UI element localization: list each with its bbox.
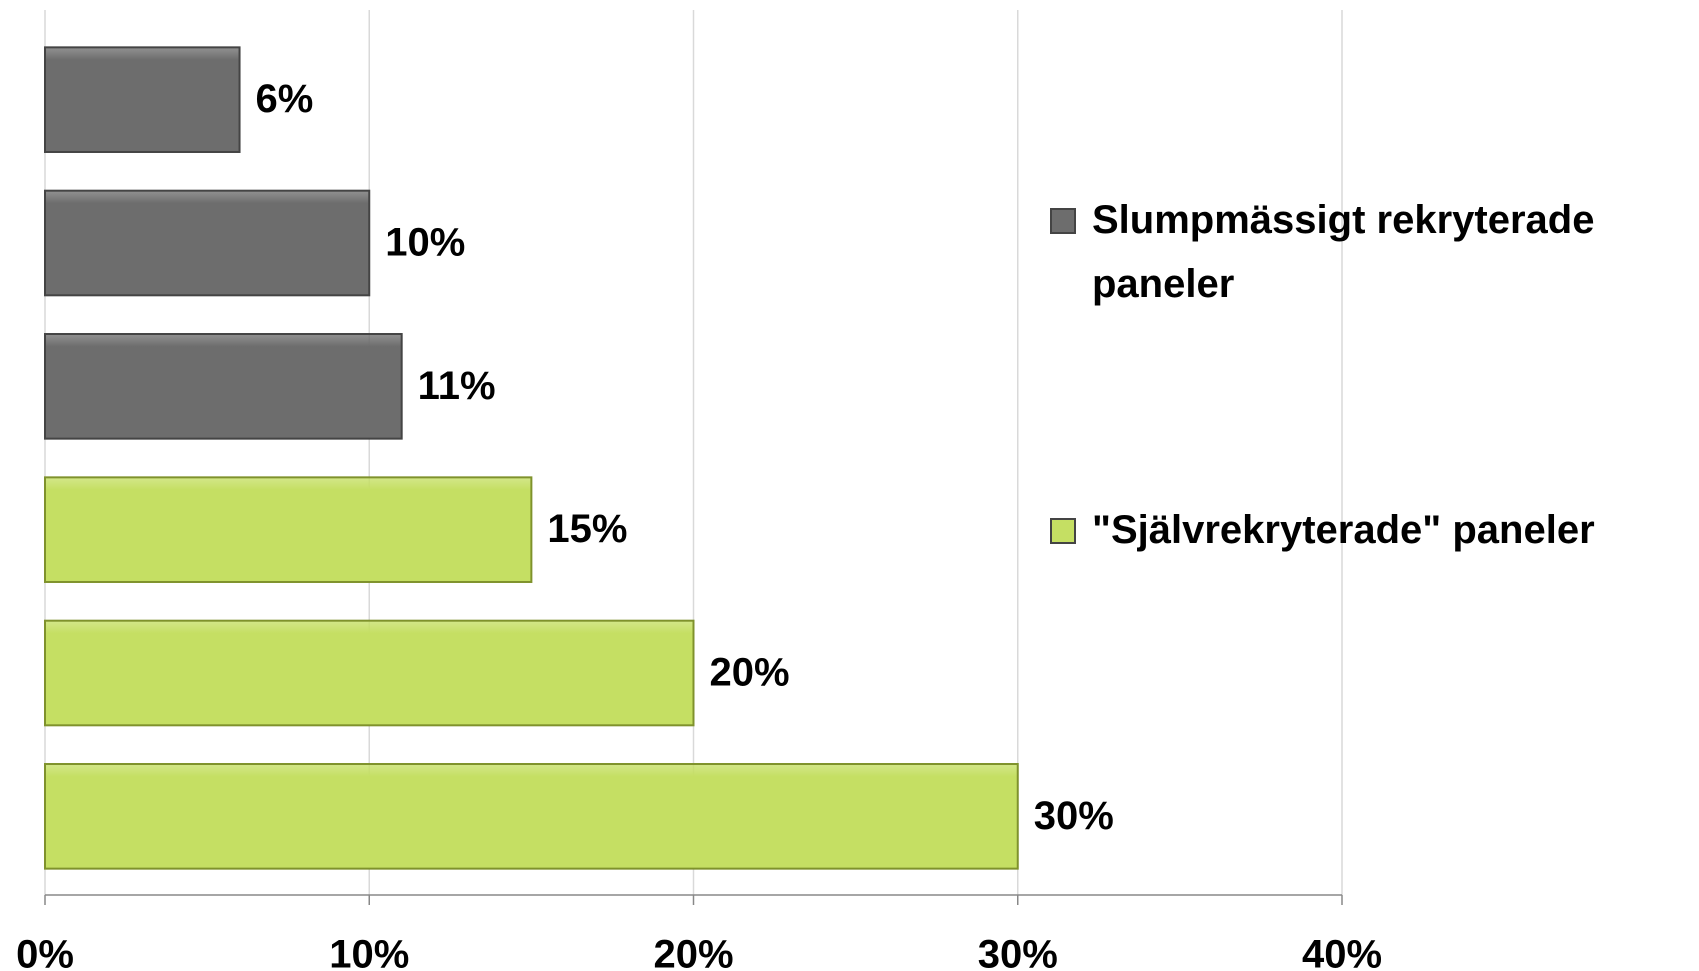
legend-swatch [1050,518,1076,544]
legend-label: Slumpmässigt rekryterade paneler [1092,198,1595,306]
legend-swatch [1050,208,1076,234]
bar [44,763,1019,870]
x-tick-label: 10% [329,933,409,971]
data-label: 20% [710,651,790,695]
bar [44,333,403,440]
x-tick-label: 0% [16,933,74,971]
data-label: 15% [547,507,627,551]
data-label: 10% [385,221,465,265]
legend-item: "Självrekryterade" paneler [1050,498,1690,562]
bar [44,46,241,153]
x-tick-label: 40% [1302,933,1382,971]
data-label: 30% [1034,794,1114,838]
bar [44,189,371,297]
data-label: 6% [256,77,314,121]
bar [44,476,533,583]
legend-item: Slumpmässigt rekryterade paneler [1050,188,1690,316]
bar [44,619,695,727]
x-tick-label: 20% [653,933,733,971]
x-tick-label: 30% [978,933,1058,971]
legend-label: "Självrekryterade" paneler [1092,508,1595,552]
data-label: 11% [418,364,496,408]
